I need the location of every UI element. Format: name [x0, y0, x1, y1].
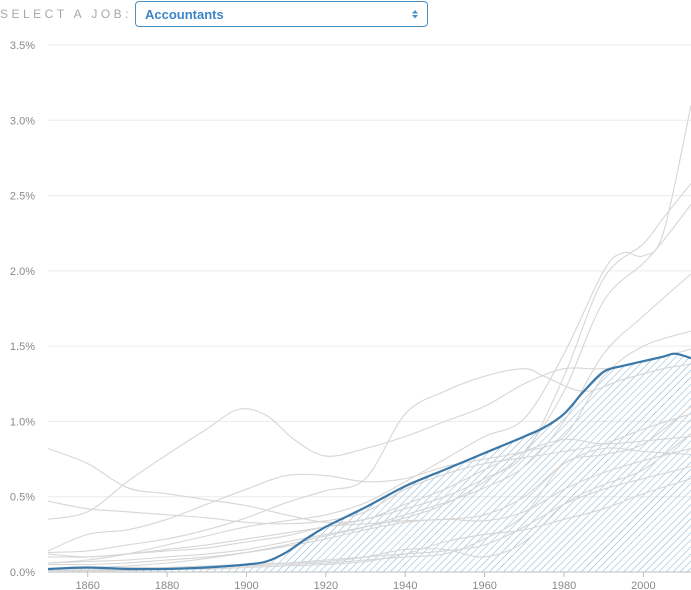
background-series-line	[48, 433, 691, 570]
highlight-series-line	[47, 352, 691, 571]
x-tick-label: 1920	[314, 580, 338, 590]
y-tick-label: 1.5%	[10, 341, 35, 353]
x-tick-label: 2000	[631, 580, 655, 590]
y-tick-label: 0.5%	[10, 492, 35, 504]
job-select-value: Accountants	[145, 7, 224, 22]
select-job-label: SELECT A JOB:	[0, 7, 132, 21]
x-tick-label: 1940	[393, 580, 417, 590]
background-series-line	[47, 363, 691, 553]
select-arrows-icon	[412, 10, 418, 19]
background-series-line	[47, 447, 691, 566]
x-tick-label: 1960	[472, 580, 496, 590]
background-series-line	[47, 330, 691, 552]
x-tick-label: 1980	[552, 580, 576, 590]
background-series-line	[47, 204, 691, 564]
y-tick-label: 3.0%	[10, 115, 35, 127]
y-tick-label: 2.0%	[10, 266, 35, 278]
highlight-series	[47, 352, 691, 571]
y-tick-label: 2.5%	[10, 191, 35, 203]
x-tick-label: 1860	[75, 580, 99, 590]
background-series-line	[47, 105, 691, 564]
y-tick-label: 3.5%	[10, 40, 35, 52]
highlight-area-fill	[48, 353, 691, 572]
y-axis-ticks: 0.0% 0.5% 1.0% 1.5% 2.0% 2.5% 3.0% 3.5%	[10, 40, 35, 579]
y-tick-label: 1.0%	[10, 416, 35, 428]
x-tick-label: 1900	[234, 580, 258, 590]
background-series-line	[47, 413, 691, 525]
x-tick-label: 1880	[155, 580, 179, 590]
job-select-dropdown[interactable]: Accountants	[135, 1, 428, 27]
x-axis-ticks: 1860 1880 1900 1920 1940 1960 1980 2000	[75, 572, 656, 590]
background-series-line	[47, 183, 691, 558]
highlight-area	[48, 353, 691, 572]
y-tick-label: 0.0%	[10, 567, 35, 579]
